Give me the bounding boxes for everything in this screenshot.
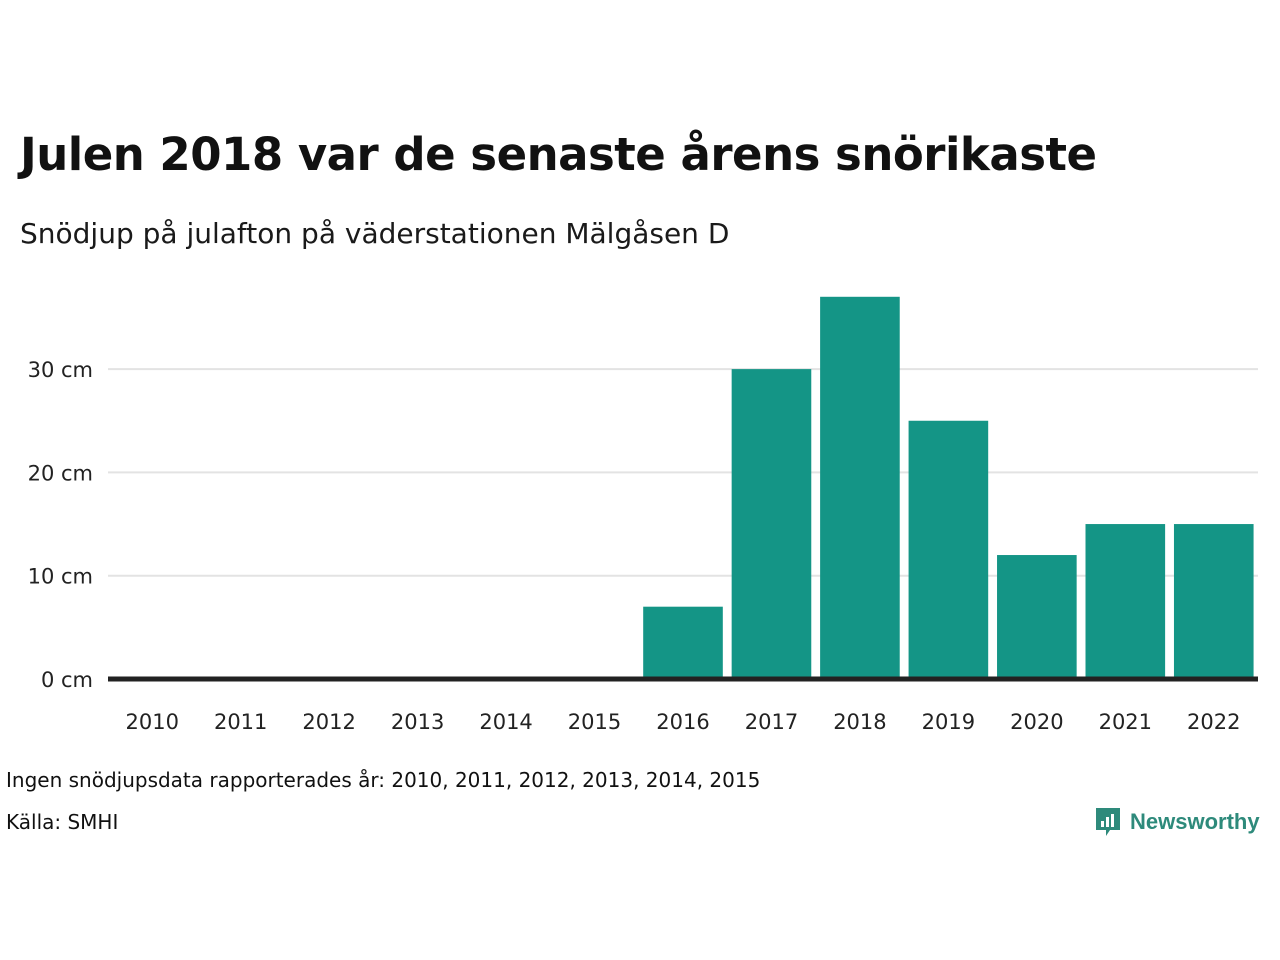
bar-2021	[1085, 524, 1166, 679]
x-tick-label: 2019	[922, 710, 975, 734]
x-tick-label: 2021	[1099, 710, 1152, 734]
x-tick-label: 2017	[745, 710, 798, 734]
x-tick-label: 2020	[1010, 710, 1063, 734]
bar-2018	[820, 296, 900, 679]
chart-title: Julen 2018 var de senaste årens snörikas…	[20, 128, 1097, 181]
bar-2022	[1173, 524, 1254, 679]
x-tick-label: 2018	[833, 710, 886, 734]
newsworthy-logo: Newsworthy	[1094, 806, 1260, 838]
y-tick-label: 20 cm	[28, 461, 93, 485]
y-tick-label: 30 cm	[28, 358, 93, 382]
bar-2019	[908, 420, 989, 679]
chart-subtitle: Snödjup på julafton på väderstationen Mä…	[20, 217, 730, 250]
x-tick-label: 2011	[214, 710, 267, 734]
x-tick-label: 2013	[391, 710, 444, 734]
bar-2020	[997, 555, 1077, 679]
missing-data-note: Ingen snödjupsdata rapporterades år: 201…	[6, 768, 761, 792]
y-tick-label: 10 cm	[28, 565, 93, 589]
x-tick-label: 2022	[1187, 710, 1240, 734]
x-tick-label: 2015	[568, 710, 621, 734]
bar-2016	[643, 606, 723, 679]
x-tick-label: 2012	[302, 710, 355, 734]
bar-2017	[731, 369, 812, 679]
newsworthy-logo-icon	[1096, 808, 1120, 836]
bar-chart: 0 cm 10 cm 20 cm 30 cm 2010 2011 2012 2013 2014 2…	[28, 296, 1258, 734]
newsworthy-logo-text: Newsworthy	[1130, 809, 1260, 834]
x-tick-label: 2014	[479, 710, 532, 734]
x-tick-label: 2010	[126, 710, 179, 734]
source-note: Källa: SMHI	[6, 810, 119, 834]
x-tick-label: 2016	[656, 710, 709, 734]
y-tick-label: 0 cm	[41, 668, 93, 692]
